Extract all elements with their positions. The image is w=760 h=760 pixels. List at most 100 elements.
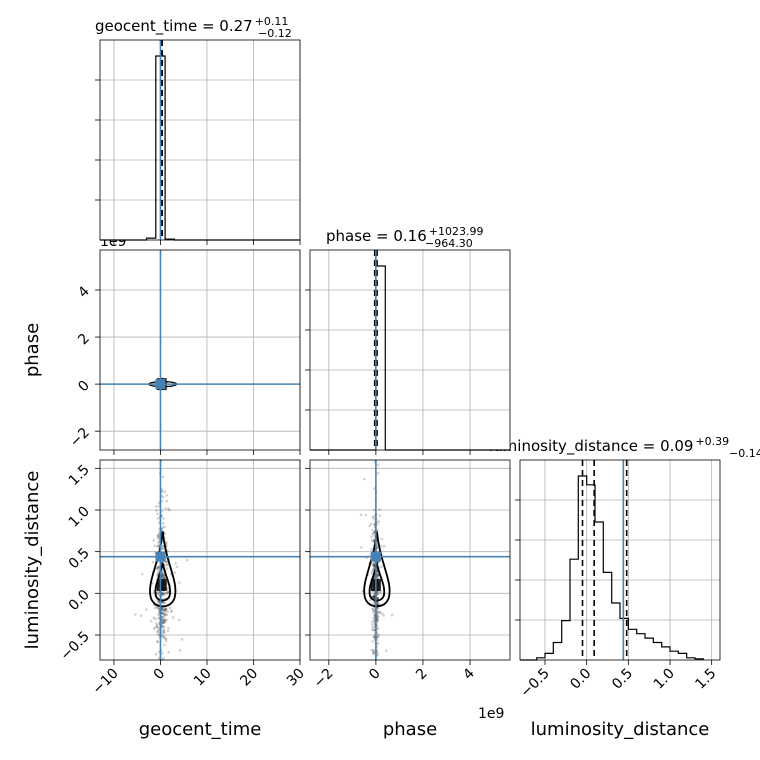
sample-point [161,611,164,615]
sample-point [373,563,376,567]
sample-point [156,592,160,595]
sample-point [152,616,156,619]
sample-point [370,628,374,631]
sample-point [376,606,380,610]
sample-point [162,574,166,577]
sample-point [372,616,376,620]
sample-point [165,567,169,570]
sample-point [373,530,376,533]
sample-point [368,524,372,528]
sample-point [377,633,381,637]
sample-point [376,597,380,600]
sample-point [155,625,159,629]
tick-label-x: −10 [90,666,122,698]
title-phase: phase = 0.16 +1023.99 −964.30 [326,225,484,250]
sample-point [165,563,169,567]
sample-point [379,590,383,594]
sample-point [372,651,375,655]
sample-point [378,590,381,594]
sample-point [162,577,166,580]
sample-point [166,630,170,633]
sample-point [364,513,368,517]
sample-point [164,608,168,611]
sample-point [157,628,160,632]
sample-point [171,616,175,619]
sample-point [161,625,164,628]
sample-point [154,606,157,610]
sample-point [372,540,375,543]
sample-point [165,613,168,617]
sample-point [376,627,380,630]
sample-point [168,508,171,512]
contour-inner [154,563,171,602]
sample-point [372,565,376,569]
sample-point [162,631,166,635]
sample-point [153,544,156,548]
sample-point [157,616,160,620]
sample-point [371,528,374,532]
sample-point [156,535,160,539]
sample-point [174,561,177,565]
sample-point [370,535,373,538]
sample-point [163,634,166,638]
sample-point [156,512,159,516]
sample-point [157,630,160,633]
sample-point [383,544,386,548]
sample-point [151,581,154,585]
sample-point [372,652,375,656]
sample-point [164,507,167,510]
sample-point [161,629,165,633]
sample-point [156,566,159,570]
title-geocent-time: geocent_time = 0.27 +0.11 −0.12 [95,15,292,40]
panel-frame [99,459,301,661]
sample-point [160,576,164,579]
sample-point [186,558,189,562]
sample-point [161,601,165,605]
sample-point [160,509,164,513]
sample-point [385,649,388,652]
panel-frame [309,249,511,451]
contour-outer [149,531,177,608]
sample-point [164,640,168,643]
sample-point [157,533,160,537]
sample-point [370,539,374,542]
sample-point [376,596,379,600]
sample-point [161,622,165,625]
sample-point [163,619,167,622]
sample-point [380,565,383,569]
sample-point [141,572,144,576]
sample-point [376,574,380,577]
sample-point [372,564,376,567]
sample-point [160,607,164,611]
title-phase-plus: +1023.99 [429,225,484,238]
sample-point [152,627,156,631]
sample-point [161,612,164,615]
sample-point [371,607,374,611]
axis-label-phase-y: phase [22,323,43,377]
sample-point [376,574,379,577]
sample-point [155,623,159,627]
tick-label-y: 0 [75,378,93,396]
sample-point [378,611,382,614]
panel-phase-vs-phase [305,249,511,455]
panel-frame [309,459,511,661]
sample-point [372,564,375,568]
sample-point [161,526,165,529]
sample-point [154,617,157,621]
sample-point [170,609,174,612]
sample-point [155,622,158,625]
sample-point [161,615,164,619]
sample-point [162,606,165,610]
sample-point [149,619,153,623]
sample-point [377,610,380,614]
sample-point [376,463,380,467]
panel-background [100,460,300,660]
contour-inner [368,563,386,602]
sample-point [371,640,375,643]
sample-point [163,563,167,567]
panel-frame [519,459,721,661]
sample-point [164,608,168,611]
title-luminosity-distance-minus: −0.14 [729,447,760,460]
tick-label-x: −2 [311,666,337,692]
